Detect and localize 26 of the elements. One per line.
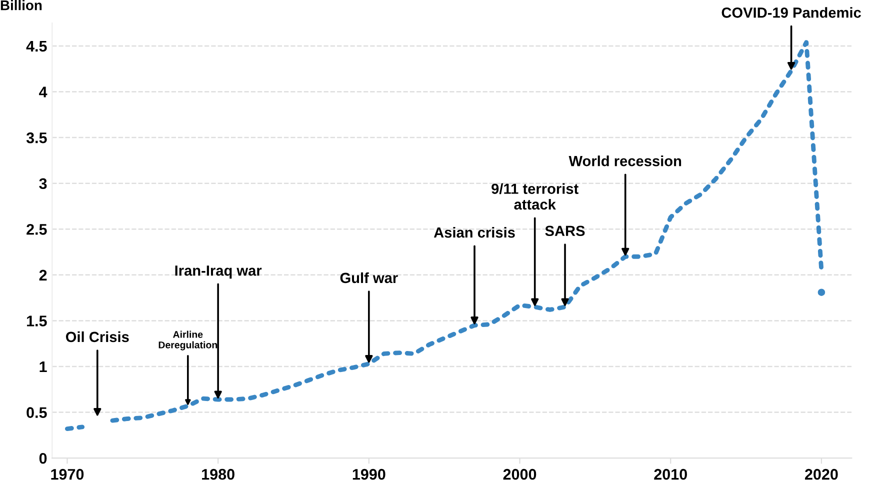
y-tick-label: 2 [39,270,47,280]
annotation: COVID-19 Pandemic [722,7,861,18]
annotation: Airline Deregulation [158,330,218,350]
annotation: SARS [545,226,585,236]
annotation: Gulf war [340,272,398,284]
y-tick-label: 4 [39,86,48,98]
annotation: World recession [568,156,682,166]
annotation: Iran-Iraq war [175,266,262,279]
x-tick-label: 1970 [51,468,84,480]
annotation: Asian crisis [434,226,515,238]
annotation: 9/11 terrorist attack [492,183,578,210]
y-axis-title: Billion [0,0,42,10]
y-tick-label: 0 [39,452,47,464]
y-tick-label: 3.5 [26,132,47,144]
x-tick-label: 2020 [804,468,838,480]
x-tick-label: 1980 [202,468,234,480]
y-tick-label: 2.5 [26,224,47,235]
y-tick-label: 3 [39,178,47,190]
y-tick-label: 1 [40,362,47,372]
y-tick-label: 1.5 [27,316,47,326]
x-tick-label: 2010 [654,468,687,480]
x-tick-label: 2000 [503,468,536,480]
x-tick-label: 1990 [352,468,386,480]
y-tick-label: 4.5 [26,41,47,52]
annotation: Oil Crisis [66,331,129,342]
y-tick-label: 0.5 [26,407,47,418]
